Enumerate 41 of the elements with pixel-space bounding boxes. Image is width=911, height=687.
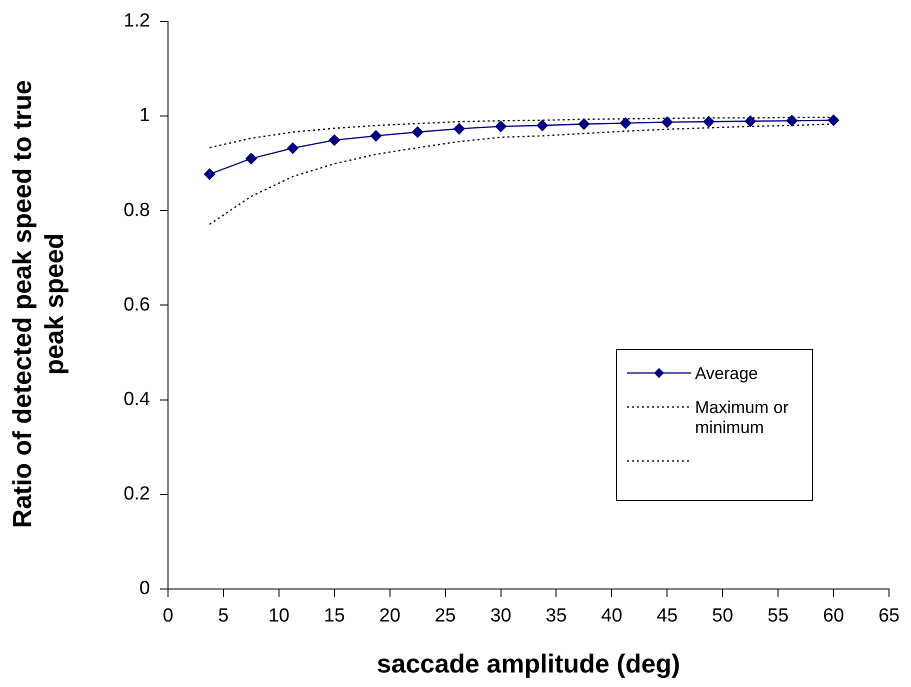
point — [287, 142, 298, 154]
x-tick-label: 40 — [601, 606, 622, 627]
y-tick-label: 0.2 — [124, 484, 150, 505]
x-tick-label: 0 — [162, 606, 174, 627]
x-axis-title: saccade amplitude (deg) — [376, 648, 680, 679]
x-tick-label: 15 — [324, 606, 345, 627]
point — [703, 116, 714, 128]
y-tick-label: 1 — [139, 105, 150, 126]
point — [412, 126, 424, 138]
y-tick-label: 0.6 — [124, 294, 150, 316]
point — [454, 123, 465, 134]
x-tick-label: 50 — [712, 606, 734, 627]
point — [620, 117, 632, 129]
point — [204, 168, 216, 180]
y-tick-label: 0.4 — [124, 389, 150, 410]
y-tick-label: 0.8 — [124, 200, 150, 221]
x-tick-label: 5 — [218, 606, 229, 627]
x-tick-label: 30 — [490, 606, 512, 627]
point — [536, 120, 548, 132]
point — [370, 130, 382, 142]
x-tick-label: 55 — [768, 606, 789, 627]
point — [578, 118, 590, 130]
x-tick-label: 10 — [268, 606, 290, 627]
legend-label: Maximum or minimum — [695, 398, 790, 438]
point — [495, 120, 506, 132]
point — [828, 114, 840, 126]
x-tick-label: 35 — [546, 606, 567, 627]
point — [246, 152, 257, 164]
x-tick-label: 20 — [379, 606, 400, 627]
point — [744, 116, 756, 127]
x-tick-label: 60 — [822, 606, 844, 627]
y-axis-title: Ratio of detected peak speed to true peak speed — [6, 79, 70, 530]
point — [328, 134, 340, 146]
x-tick-label: 25 — [434, 606, 456, 627]
point — [662, 116, 673, 128]
legend-label: Average — [695, 364, 758, 384]
x-tick-label: 45 — [656, 606, 678, 627]
y-tick-label: 0 — [139, 578, 150, 600]
y-tick-label: 1.2 — [124, 10, 150, 32]
x-tick-label: 65 — [878, 606, 900, 627]
point — [786, 115, 798, 126]
